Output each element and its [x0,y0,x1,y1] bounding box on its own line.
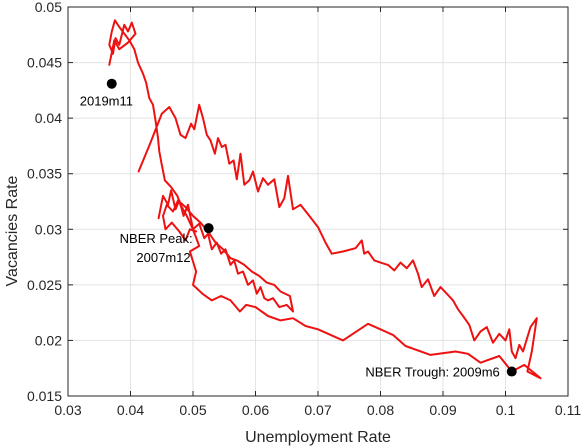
y-tick-label: 0.05 [35,0,62,15]
annotation-markers: 2019m11 NBER Peak: 2007m12 NBER Trough: 200… [80,78,517,380]
y-tick-label: 0.04 [35,110,62,126]
y-tick-label: 0.02 [35,332,62,348]
series-line-2 [157,189,294,313]
tick-labels: 0.03 0.04 0.05 0.06 0.07 0.08 0.09 0.1 0.11 0.015… [27,0,581,418]
y-tick-label: 0.03 [35,221,62,237]
y-tick-label: 0.045 [27,55,62,71]
x-tick-label: 0.03 [54,402,81,418]
marker-label: 2019m11 [80,94,133,109]
series-line-1 [108,19,542,380]
axes [67,6,569,397]
x-tick-label: 0.1 [496,402,516,418]
y-tick-label: 0.015 [27,388,62,404]
x-tick-label: 0.11 [555,402,581,418]
y-axis-label: Vacancies Rate [4,175,21,286]
axes-box [67,6,569,397]
x-tick-label: 0.09 [429,402,456,418]
x-axis-label: Unemployment Rate [245,429,391,446]
chart-series [108,19,542,380]
y-tick-label: 0.025 [27,277,62,293]
marker-point [203,223,214,234]
grid-lines [67,6,569,397]
x-tick-label: 0.06 [242,402,269,418]
marker-point [506,366,517,377]
marker-label-line2: 2007m12 [136,250,190,265]
x-tick-label: 0.07 [304,402,331,418]
x-tick-label: 0.05 [179,402,206,418]
x-tick-label: 0.08 [367,402,394,418]
x-tick-label: 0.04 [117,402,144,418]
y-tick-label: 0.035 [27,166,62,182]
marker-label: NBER Trough: 2009m6 [365,365,499,380]
marker-label: NBER Peak: [120,231,193,246]
marker-point [106,78,117,89]
